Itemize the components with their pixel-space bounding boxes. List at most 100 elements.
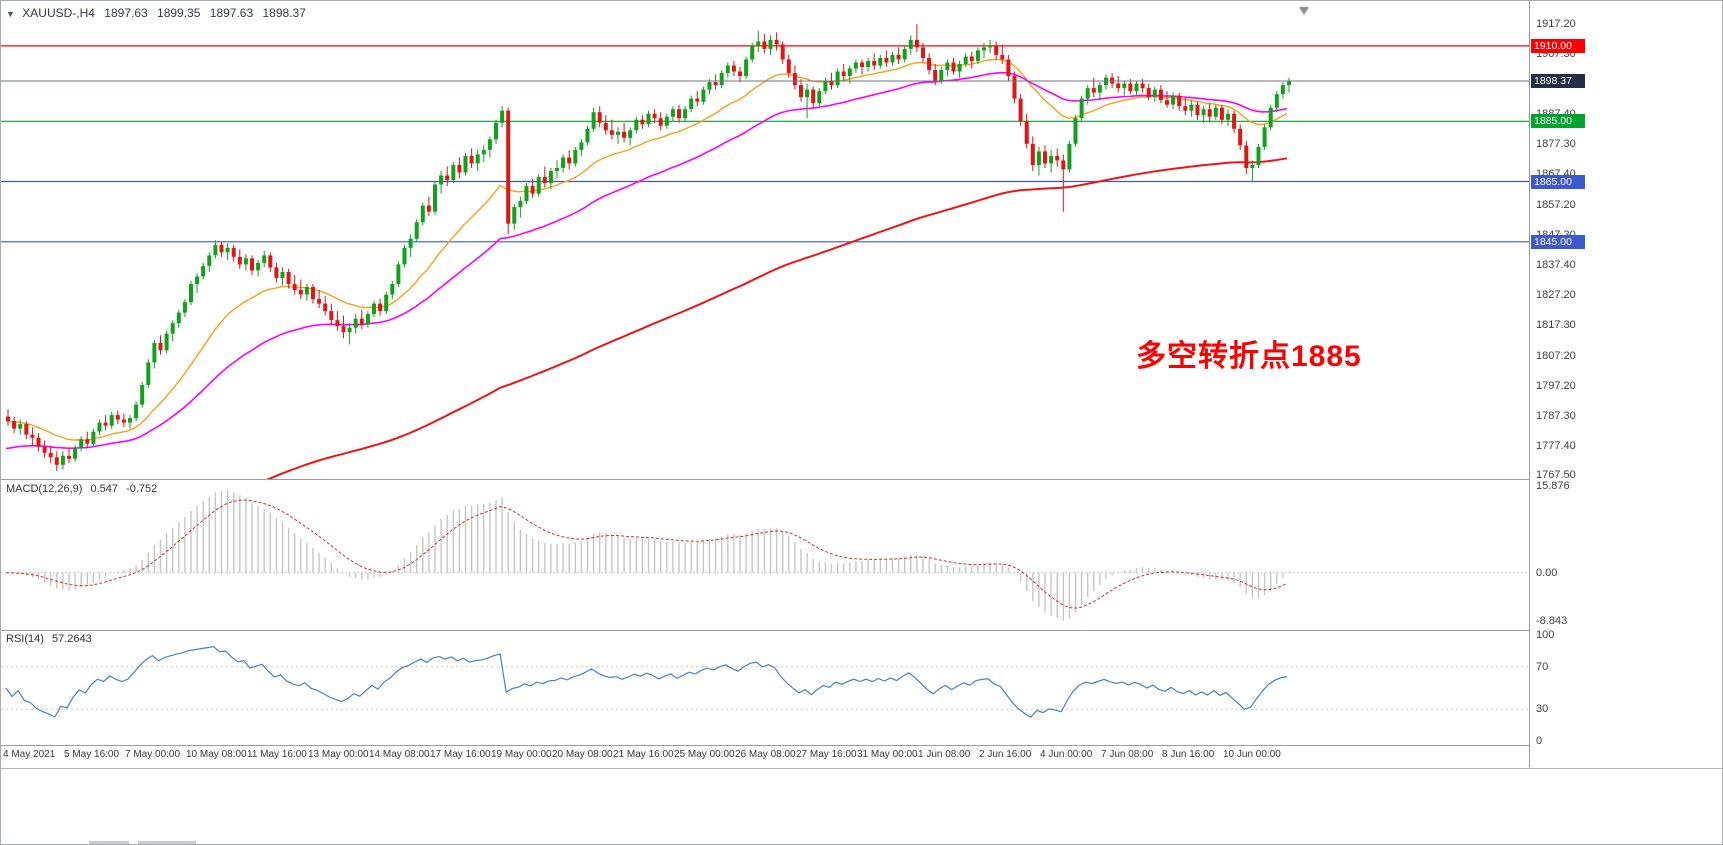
window-artifact — [89, 841, 129, 844]
candle-body — [433, 184, 437, 212]
candle-body — [1091, 88, 1096, 93]
value-axis[interactable]: 1917.201907.301897.401887.401877.301867.… — [1529, 1, 1606, 767]
candle-body — [719, 73, 724, 86]
annotation-text[interactable]: 多空转折点1885 — [1136, 340, 1362, 373]
candle-body — [975, 50, 980, 61]
candle-body — [579, 142, 584, 150]
candle-body — [841, 71, 846, 76]
candle-body — [195, 276, 200, 284]
candle-body — [1268, 107, 1273, 128]
bottom-strip — [1, 768, 1722, 844]
candle-body — [6, 416, 10, 422]
candle-body — [670, 109, 675, 117]
time-axis[interactable]: 4 May 2021 5 May 16:00 7 May 00:00 10 May 0… — [1, 746, 1529, 767]
time-tick: 26 May 08:00 — [735, 749, 796, 760]
candle-body — [207, 255, 212, 266]
candle-body — [115, 415, 120, 420]
candle-body — [811, 89, 816, 104]
pane-separator[interactable] — [1, 745, 1605, 746]
time-tick: 7 Jun 08:00 — [1101, 749, 1154, 760]
rsi-tick: 0 — [1536, 735, 1543, 747]
time-tick: 19 May 00:00 — [491, 749, 552, 760]
candle-body — [487, 139, 492, 150]
candle-body — [585, 128, 590, 143]
ma-slow-line — [266, 157, 1288, 479]
candle-body — [1116, 83, 1121, 89]
candle-body — [573, 149, 578, 164]
candle-body — [140, 385, 145, 405]
candle-body — [933, 70, 938, 81]
pane-separator[interactable] — [1, 479, 1605, 480]
price-chart[interactable] — [1, 1, 1529, 479]
candle-body — [372, 303, 376, 315]
candle-body — [243, 258, 248, 265]
candle-body — [744, 59, 749, 77]
candle-body — [1134, 83, 1139, 92]
candle-body — [969, 56, 974, 61]
candle-body — [622, 131, 627, 138]
time-tick: 7 May 00:00 — [125, 749, 181, 760]
candle-body — [652, 113, 657, 119]
rsi-pane[interactable] — [1, 631, 1529, 745]
candle-body — [469, 155, 474, 164]
candle-body — [500, 110, 505, 123]
rsi-title: RSI(14) — [6, 633, 44, 645]
time-tick: 14 May 08:00 — [369, 749, 430, 760]
price-tick: 1877.30 — [1536, 138, 1576, 151]
rsi-tick: 70 — [1536, 660, 1549, 673]
candle-body — [304, 287, 309, 295]
candle-body — [12, 421, 17, 429]
candle-body — [738, 71, 742, 76]
candle-body — [390, 284, 395, 295]
candle-body — [640, 119, 645, 125]
candle-body — [677, 109, 681, 119]
candle-body — [762, 41, 767, 49]
candle-body — [939, 70, 944, 81]
candle-body — [48, 452, 53, 458]
candle-body — [182, 302, 187, 313]
chart-shift-marker-icon[interactable] — [1299, 7, 1309, 15]
candle-body — [158, 342, 163, 351]
candle-body — [1232, 113, 1237, 129]
candle-body — [79, 439, 84, 449]
candle-body — [591, 112, 596, 129]
macd-value-signal: -0.752 — [126, 483, 158, 495]
macd-chart[interactable] — [1, 480, 1529, 630]
time-tick: 10 Jun 00:00 — [1223, 749, 1281, 760]
candle-body — [359, 318, 364, 325]
macd-value-main: 0.547 — [90, 483, 119, 495]
candle-body — [237, 256, 242, 265]
time-tick: 4 May 2021 — [3, 749, 56, 760]
rsi-chart[interactable] — [1, 631, 1529, 745]
macd-pane[interactable] — [1, 480, 1529, 630]
candle-body — [378, 303, 383, 312]
candle-body — [1201, 109, 1206, 116]
candle-body — [286, 271, 291, 284]
candle-body — [353, 318, 358, 328]
time-tick: 8 Jun 16:00 — [1162, 749, 1215, 760]
candle-body — [24, 424, 29, 435]
candle-body — [134, 404, 139, 419]
candle-body — [860, 62, 864, 67]
candle-body — [609, 130, 614, 135]
candle-body — [36, 437, 41, 447]
candle-body — [231, 247, 236, 257]
price-pane[interactable] — [1, 1, 1529, 479]
candle-body — [414, 222, 419, 239]
candle-body — [323, 303, 328, 312]
candle-body — [951, 62, 956, 72]
candle-body — [280, 271, 285, 278]
rsi-tick: 100 — [1536, 629, 1555, 641]
symbol-dropdown-icon[interactable]: ▼ — [6, 9, 15, 19]
candle-body — [628, 130, 633, 138]
candle-body — [689, 98, 694, 110]
candle-body — [823, 80, 828, 92]
pane-separator[interactable] — [1, 630, 1605, 631]
candle-body — [853, 62, 858, 69]
candle-body — [335, 320, 340, 327]
candle-body — [994, 45, 999, 55]
candle-body — [1006, 59, 1011, 77]
candle-body — [963, 56, 968, 64]
price-tick: 1807.20 — [1536, 349, 1576, 362]
